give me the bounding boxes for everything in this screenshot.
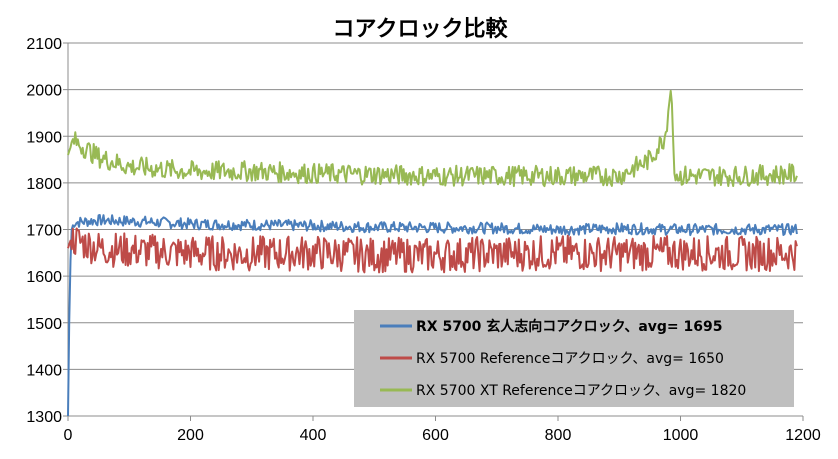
y-tick-label-1600: 1600 — [26, 269, 62, 286]
y-tick-label-2100: 2100 — [26, 36, 62, 53]
x-tick-label-400: 400 — [300, 427, 327, 444]
y-tick-label-1800: 1800 — [26, 176, 62, 193]
series-line-2 — [67, 227, 798, 274]
series-line-3 — [67, 89, 798, 188]
legend-box — [354, 310, 794, 407]
series-lines — [67, 89, 798, 417]
legend-label-2: RX 5700 Referenceコアクロック、avg= 1650 — [416, 351, 724, 367]
x-tick-label-0: 0 — [64, 427, 73, 444]
y-tick-label-1400: 1400 — [26, 362, 62, 379]
legend-label-3: RX 5700 XT Referenceコアクロック、avg= 1820 — [416, 383, 746, 399]
x-tick-label-600: 600 — [422, 427, 449, 444]
y-tick-label-1500: 1500 — [26, 316, 62, 333]
legend: RX 5700 玄人志向コアクロック、avg= 1695 RX 5700 Refe… — [354, 310, 794, 407]
y-tick-label-1900: 1900 — [26, 129, 62, 146]
y-tick-label-1300: 1300 — [26, 409, 62, 426]
x-tick-label-800: 800 — [545, 427, 572, 444]
y-tick-label-2000: 2000 — [26, 83, 62, 100]
x-tick-label-1200: 1200 — [785, 427, 821, 444]
chart-title: コアクロック比較 — [333, 16, 509, 42]
gridlines — [68, 42, 803, 370]
tick-labels: 1300 1400 1500 1600 1700 1800 1900 2000 2100 0 200… — [26, 36, 820, 444]
x-tick-label-1000: 1000 — [663, 427, 699, 444]
y-tick-label-1700: 1700 — [26, 223, 62, 240]
legend-label-1: RX 5700 玄人志向コアクロック、avg= 1695 — [416, 318, 723, 335]
series-line-1 — [67, 214, 798, 417]
x-tick-label-200: 200 — [177, 427, 204, 444]
